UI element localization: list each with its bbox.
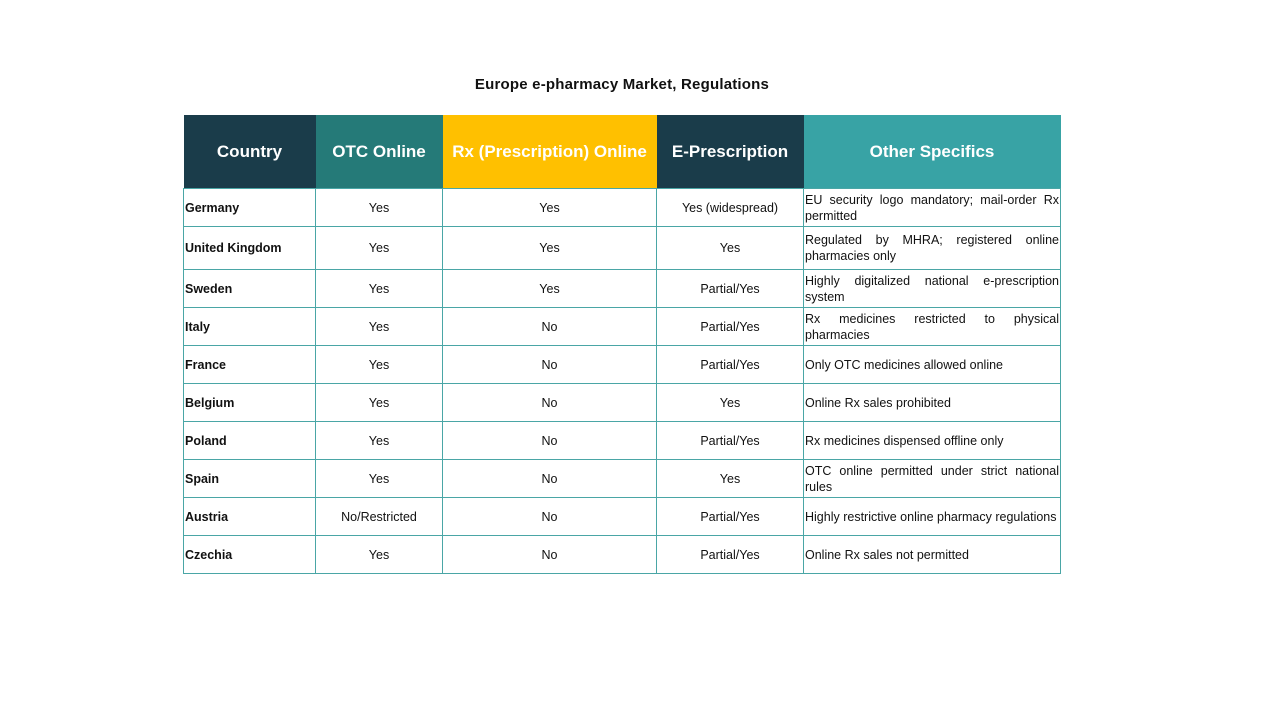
rx-cell: No xyxy=(442,497,657,536)
e-prescription-cell: Partial/Yes xyxy=(656,497,804,536)
other-specifics-cell: Only OTC medicines allowed online xyxy=(803,345,1061,384)
rx-cell: No xyxy=(442,535,657,574)
other-specifics-cell: OTC online permitted under strict nation… xyxy=(803,459,1061,498)
otc-cell: No/Restricted xyxy=(315,497,443,536)
e-prescription-cell: Yes xyxy=(656,383,804,422)
otc-cell: Yes xyxy=(315,269,443,308)
other-specifics-cell: Rx medicines dispensed offline only xyxy=(803,421,1061,460)
other-specifics-cell: Highly restrictive online pharmacy regul… xyxy=(803,497,1061,536)
rx-cell: No xyxy=(442,383,657,422)
e-prescription-cell: Partial/Yes xyxy=(656,307,804,346)
otc-cell: Yes xyxy=(315,307,443,346)
e-prescription-cell: Partial/Yes xyxy=(656,345,804,384)
otc-cell: Yes xyxy=(315,345,443,384)
country-cell: Germany xyxy=(183,188,316,227)
column-header: E-Prescription xyxy=(656,115,804,189)
other-specifics-cell: Online Rx sales prohibited xyxy=(803,383,1061,422)
table-row: Sweden Yes Yes Partial/Yes Highly digitalize… xyxy=(183,269,1061,308)
table-row: Spain Yes No Yes OTC online permitted under … xyxy=(183,459,1061,498)
country-cell: Sweden xyxy=(183,269,316,308)
table-row: Czechia Yes No Partial/Yes Online Rx sales n… xyxy=(183,535,1061,574)
column-header: Country xyxy=(183,115,316,189)
e-prescription-cell: Yes xyxy=(656,226,804,270)
slide-title: Europe e-pharmacy Market, Regulations xyxy=(474,76,770,93)
e-prescription-cell: Yes xyxy=(656,459,804,498)
otc-cell: Yes xyxy=(315,535,443,574)
rx-cell: No xyxy=(442,345,657,384)
country-cell: Belgium xyxy=(183,383,316,422)
otc-cell: Yes xyxy=(315,383,443,422)
other-specifics-cell: Highly digitalized national e-prescripti… xyxy=(803,269,1061,308)
rx-cell: Yes xyxy=(442,226,657,270)
column-header: Other Specifics xyxy=(803,115,1061,189)
table-header-row: Country OTC Online Rx (Prescription) Onlin… xyxy=(183,115,1061,189)
other-specifics-cell: Rx medicines restricted to physical phar… xyxy=(803,307,1061,346)
table-row: France Yes No Partial/Yes Only OTC medicines… xyxy=(183,345,1061,384)
otc-cell: Yes xyxy=(315,188,443,227)
country-cell: Poland xyxy=(183,421,316,460)
column-header: OTC Online xyxy=(315,115,443,189)
other-specifics-cell: Online Rx sales not permitted xyxy=(803,535,1061,574)
otc-cell: Yes xyxy=(315,421,443,460)
e-prescription-cell: Partial/Yes xyxy=(656,421,804,460)
rx-cell: No xyxy=(442,421,657,460)
table-row: United Kingdom Yes Yes Yes Regulated by MHRA… xyxy=(183,226,1061,270)
country-cell: Italy xyxy=(183,307,316,346)
country-cell: Czechia xyxy=(183,535,316,574)
table-row: Poland Yes No Partial/Yes Rx medicines dispe… xyxy=(183,421,1061,460)
other-specifics-cell: Regulated by MHRA; registered online pha… xyxy=(803,226,1061,270)
table-row: Austria No/Restricted No Partial/Yes Highly … xyxy=(183,497,1061,536)
column-header: Rx (Prescription) Online xyxy=(442,115,657,189)
country-cell: Austria xyxy=(183,497,316,536)
e-prescription-cell: Yes (widespread) xyxy=(656,188,804,227)
regulations-table: Country OTC Online Rx (Prescription) Onlin… xyxy=(183,115,1061,574)
country-cell: Spain xyxy=(183,459,316,498)
e-prescription-cell: Partial/Yes xyxy=(656,535,804,574)
other-specifics-cell: EU security logo mandatory; mail-order R… xyxy=(803,188,1061,227)
rx-cell: No xyxy=(442,307,657,346)
table-row: Belgium Yes No Yes Online Rx sales prohibite… xyxy=(183,383,1061,422)
rx-cell: Yes xyxy=(442,269,657,308)
country-cell: United Kingdom xyxy=(183,226,316,270)
table-row: Italy Yes No Partial/Yes Rx medicines restri… xyxy=(183,307,1061,346)
otc-cell: Yes xyxy=(315,459,443,498)
otc-cell: Yes xyxy=(315,226,443,270)
rx-cell: Yes xyxy=(442,188,657,227)
e-prescription-cell: Partial/Yes xyxy=(656,269,804,308)
country-cell: France xyxy=(183,345,316,384)
rx-cell: No xyxy=(442,459,657,498)
table-row: Germany Yes Yes Yes (widespread) EU security… xyxy=(183,188,1061,227)
